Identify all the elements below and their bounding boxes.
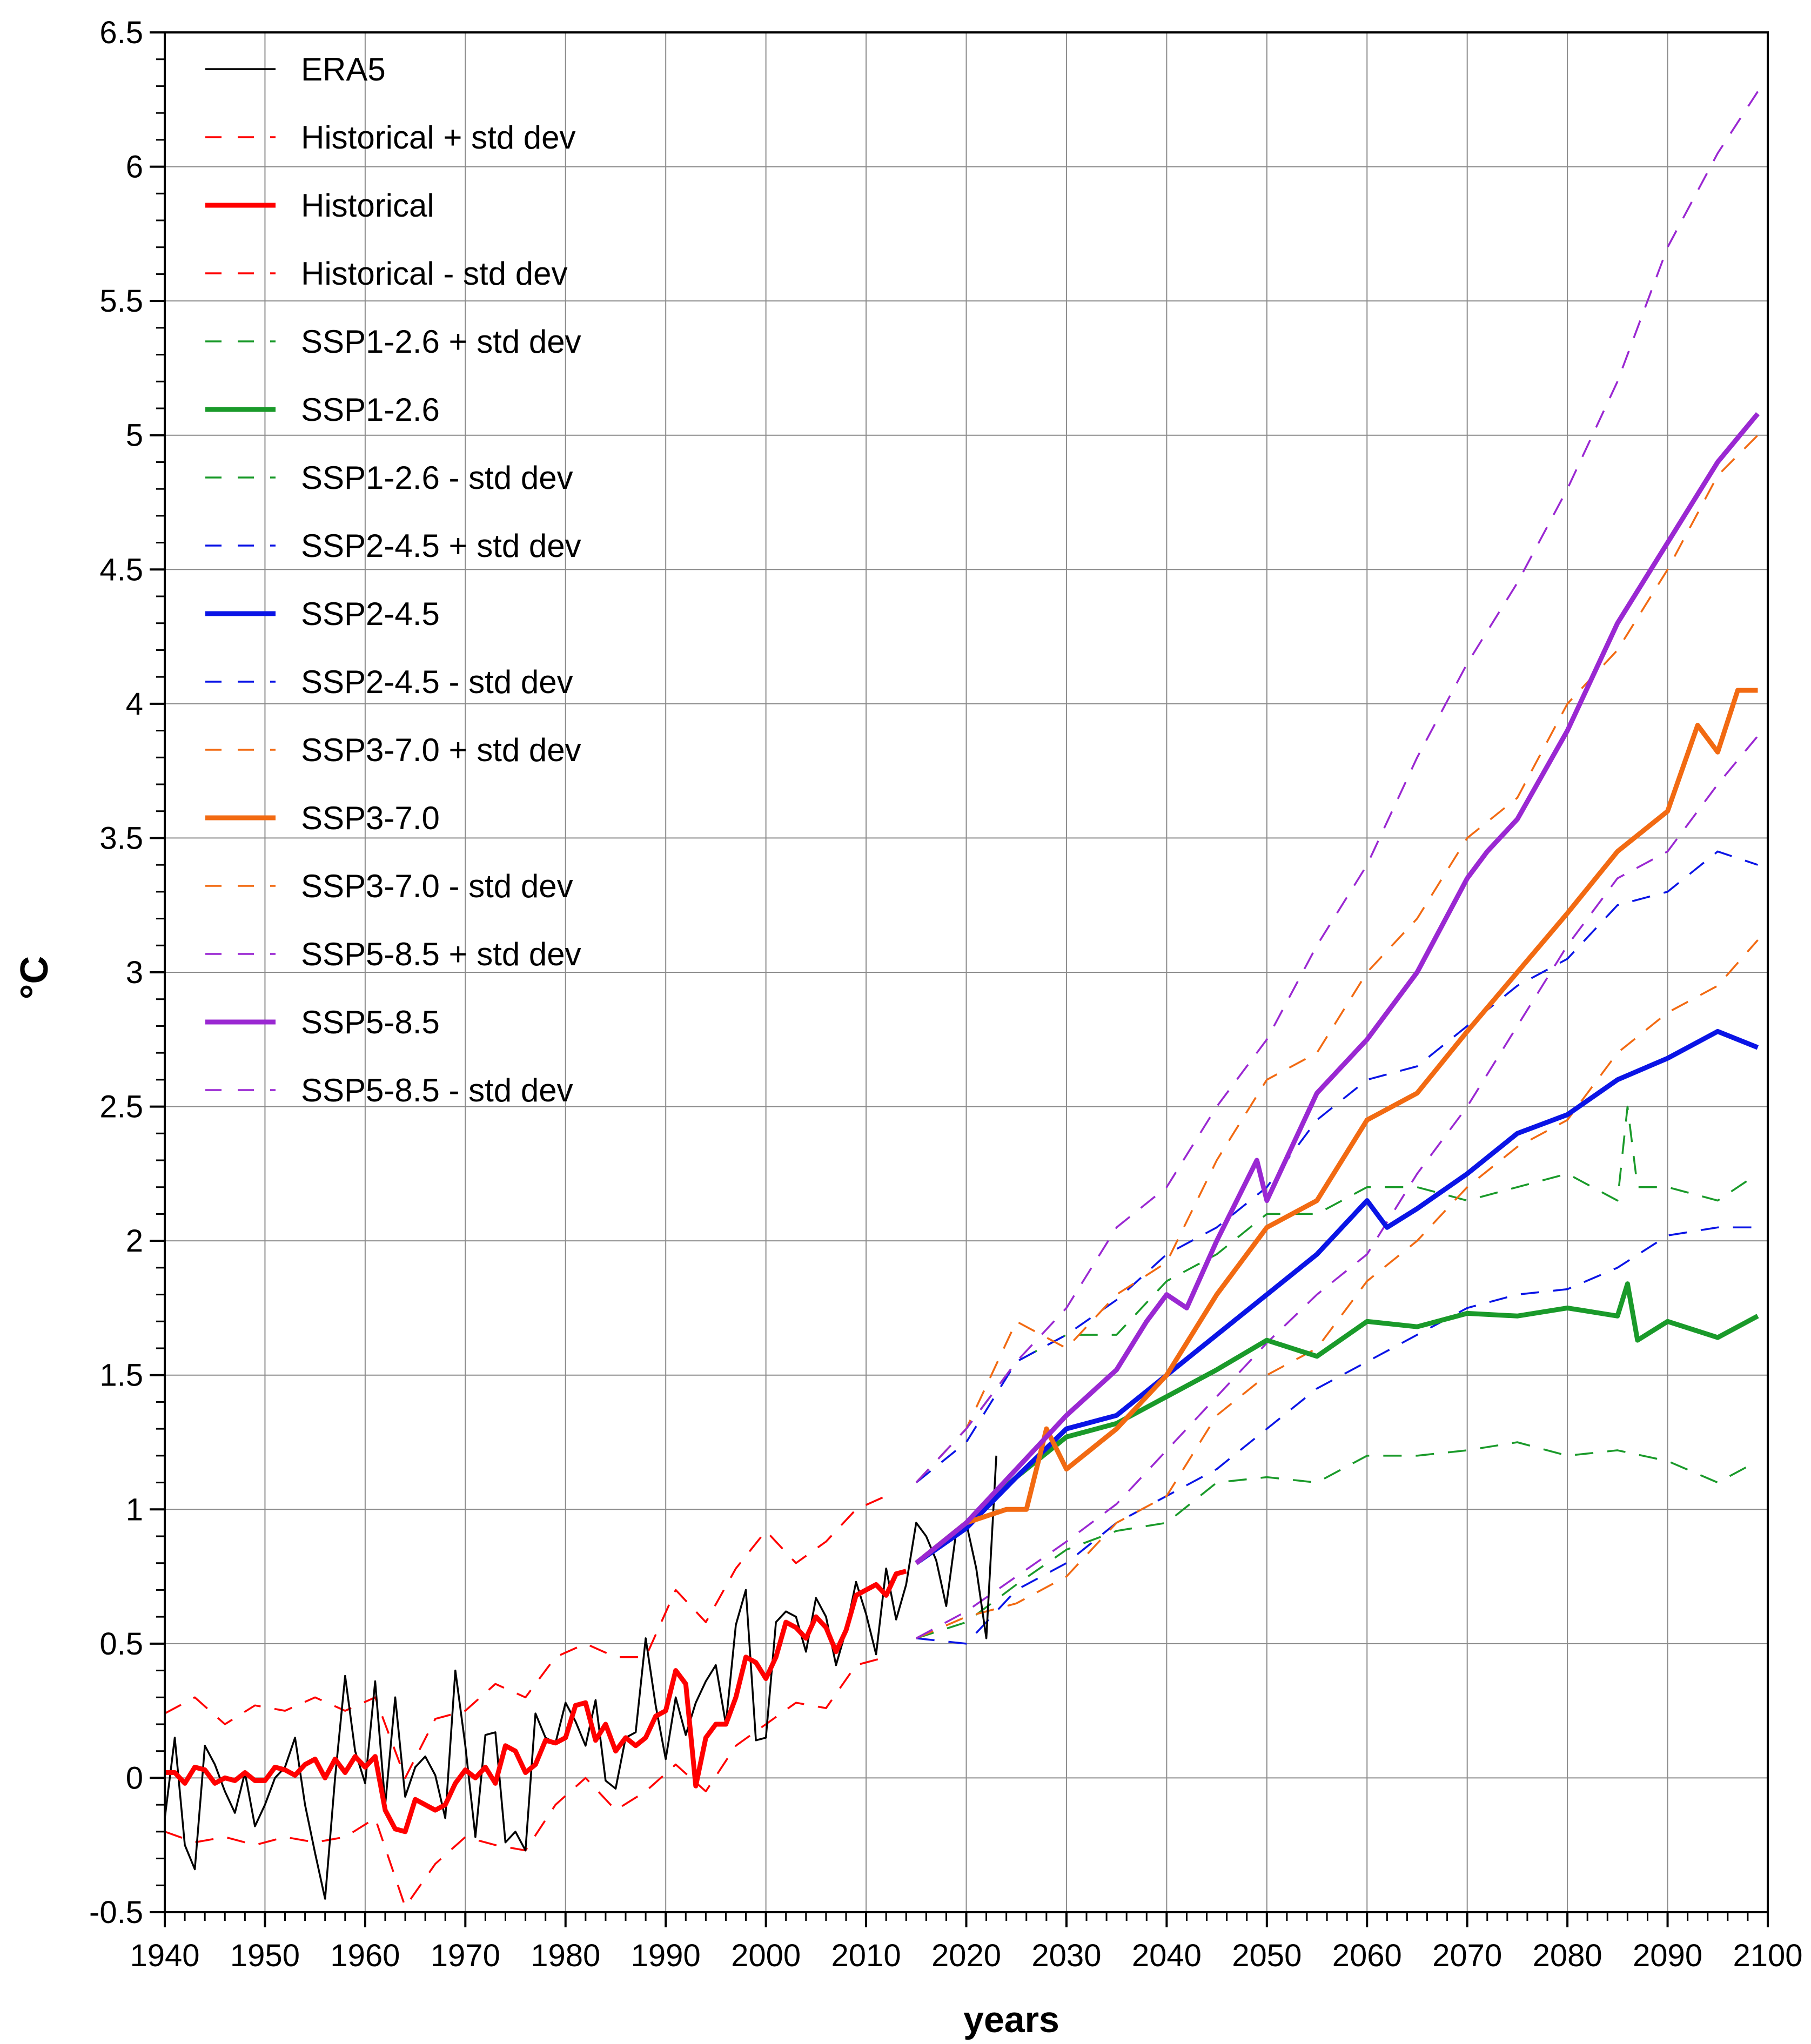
- series-line-ssp2-4-5: [915, 1028, 1759, 1565]
- series-group: [164, 91, 1760, 1908]
- series-line-ssp3-7-0: [914, 688, 1758, 1565]
- y-tick-label: 6.5: [99, 15, 143, 50]
- x-tick-label: 1940: [130, 1938, 199, 1973]
- legend-label: Historical - std dev: [301, 256, 567, 292]
- legend-label: SSP1-2.6 - std dev: [301, 460, 573, 496]
- legend-label: ERA5: [301, 51, 386, 88]
- legend-label: SSP5-8.5 + std dev: [301, 936, 581, 972]
- y-tick-label: 4: [126, 687, 143, 722]
- series-line-ssp3-7-0-std-dev: [915, 434, 1759, 1483]
- series-line-ssp1-2-6-std-dev: [915, 1105, 1759, 1483]
- legend-label: SSP5-8.5 - std dev: [301, 1072, 573, 1108]
- axes: 1940 1950 1960 1970 1980 1990 2000 2010 2020 2030…: [89, 15, 1802, 1973]
- legend-label: SSP2-4.5 - std dev: [301, 664, 573, 700]
- series-line-ssp2-4-5-std-dev: [916, 1226, 1758, 1645]
- y-tick-label: 4.5: [99, 552, 143, 587]
- legend: ERA5 Historical + std dev Historical Histor…: [205, 51, 581, 1108]
- x-tick-label: 1990: [631, 1938, 701, 1973]
- series-line-ssp5-8-5-std-dev: [915, 91, 1759, 1483]
- x-tick-label: 1980: [531, 1938, 600, 1973]
- y-tick-label: 6: [126, 150, 143, 185]
- series-line-era5: [164, 1455, 997, 1900]
- legend-label: SSP2-4.5 + std dev: [301, 528, 581, 564]
- x-tick-label: 2100: [1733, 1938, 1802, 1973]
- x-tick-label: 1970: [431, 1938, 500, 1973]
- legend-label: SSP3-7.0: [301, 800, 440, 836]
- y-tick-label: 0.5: [99, 1626, 143, 1662]
- legend-label: SSP5-8.5: [301, 1004, 440, 1040]
- x-tick-label: 2060: [1332, 1938, 1402, 1973]
- series-line-ssp1-2-6-std-dev: [916, 1441, 1759, 1639]
- legend-label: SSP1-2.6: [301, 392, 440, 428]
- x-tick-label: 2070: [1432, 1938, 1502, 1973]
- legend-label: Historical + std dev: [301, 119, 576, 156]
- series-line-historical: [165, 1569, 907, 1834]
- series-line-ssp5-8-5: [914, 412, 1760, 1565]
- y-tick-label: 3.5: [99, 821, 143, 856]
- legend-label: SSP1-2.6 + std dev: [301, 324, 581, 360]
- y-tick-label: 5: [126, 418, 143, 453]
- x-tick-label: 2000: [731, 1938, 801, 1973]
- series-line-ssp3-7-0-std-dev: [916, 939, 1759, 1639]
- x-tick-label: 1960: [330, 1938, 400, 1973]
- legend-label: SSP3-7.0 - std dev: [301, 868, 573, 904]
- legend-label: SSP2-4.5: [301, 596, 440, 632]
- x-tick-label: 1950: [230, 1938, 300, 1973]
- y-tick-label: 2: [126, 1223, 143, 1259]
- legend-label: SSP3-7.0 + std dev: [301, 732, 581, 768]
- y-tick-label: 3: [126, 955, 143, 990]
- y-tick-label: 5.5: [99, 284, 143, 319]
- series-line-ssp1-2-6: [914, 1281, 1759, 1565]
- x-tick-label: 2030: [1031, 1938, 1101, 1973]
- y-tick-label: -0.5: [89, 1895, 143, 1930]
- series-line-ssp5-8-5-std-dev: [915, 735, 1759, 1639]
- x-tick-label: 2090: [1633, 1938, 1702, 1973]
- legend-label: Historical: [301, 187, 434, 224]
- y-tick-label: 2.5: [99, 1090, 143, 1125]
- y-tick-label: 1.5: [99, 1358, 143, 1393]
- series-line-historical-std-dev: [164, 1495, 887, 1779]
- x-tick-label: 2040: [1132, 1938, 1202, 1973]
- x-axis-label: years: [963, 1999, 1059, 2040]
- series-line-ssp2-4-5-std-dev: [915, 850, 1759, 1483]
- x-tick-label: 2050: [1232, 1938, 1302, 1973]
- y-tick-label: 1: [126, 1492, 143, 1527]
- x-tick-label: 2080: [1533, 1938, 1602, 1973]
- y-axis-label: °C: [13, 956, 56, 1000]
- x-tick-label: 2010: [831, 1938, 901, 1973]
- y-tick-label: 0: [126, 1760, 143, 1796]
- x-tick-label: 2020: [931, 1938, 1001, 1973]
